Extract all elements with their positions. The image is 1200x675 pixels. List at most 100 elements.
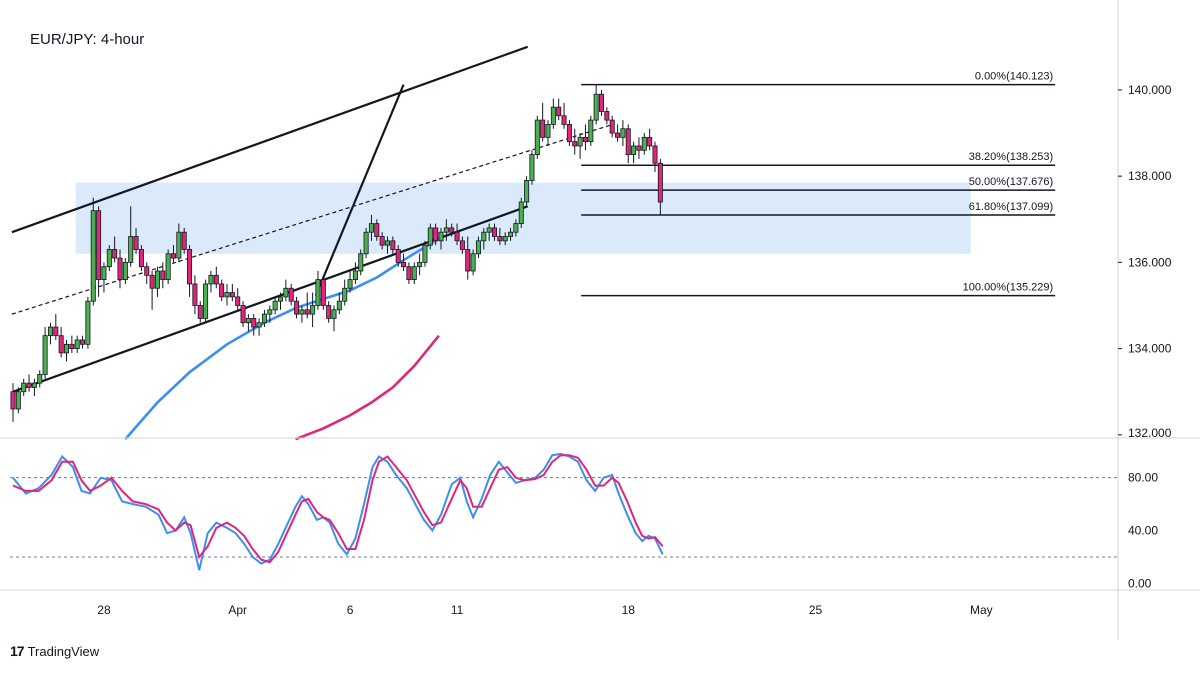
candle-body: [588, 119, 594, 143]
candle-body: [481, 231, 487, 242]
candle-body: [513, 223, 519, 233]
candle-body: [74, 339, 80, 350]
candle-body: [529, 154, 535, 181]
tradingview-branding[interactable]: 17 TradingView: [10, 643, 99, 659]
candle-body: [599, 93, 605, 112]
candle-body: [449, 227, 455, 233]
candle-body: [85, 300, 91, 345]
fib-label-0: 0.00%(140.123): [975, 71, 1053, 83]
candle-body: [96, 210, 102, 281]
time-tick-label: 25: [809, 603, 823, 617]
fib-label-1: 38.20%(138.253): [969, 151, 1053, 163]
candle-body: [203, 283, 209, 319]
candle-body: [561, 115, 567, 125]
time-tick-label: May: [970, 603, 993, 617]
candle-body: [572, 141, 578, 147]
candle-body: [422, 244, 428, 263]
candle-body: [160, 270, 166, 281]
candle-body: [384, 240, 390, 246]
candle-body: [37, 374, 43, 384]
candle-body: [90, 210, 96, 302]
candle-body: [294, 300, 300, 315]
candle-body: [390, 240, 396, 250]
candle-body: [10, 391, 16, 410]
candle-body: [417, 261, 423, 268]
candle-body: [438, 231, 444, 242]
candle-body: [101, 266, 107, 281]
candle-body: [283, 287, 289, 298]
candle-body: [208, 274, 214, 285]
fib-label-3: 61.80%(137.099): [969, 201, 1053, 213]
candle-body: [240, 305, 246, 324]
candle-body: [657, 162, 663, 203]
candle-body: [277, 296, 283, 302]
oscillator-tick-label: 40.00: [1128, 524, 1158, 538]
candle-body: [122, 261, 128, 281]
candle-body: [615, 132, 621, 138]
stochastic-layer: [10, 452, 1118, 571]
candle-body: [304, 309, 310, 315]
candle-body: [395, 249, 401, 263]
candle-body: [128, 236, 134, 263]
candle-body: [256, 322, 262, 328]
candle-body: [534, 119, 540, 155]
candle-body: [497, 236, 503, 242]
candle-body: [112, 249, 118, 259]
candle-body: [21, 382, 27, 393]
candle-body: [406, 266, 412, 281]
candle-body: [69, 343, 75, 350]
candle-body: [652, 145, 658, 164]
candle-body: [433, 227, 439, 242]
candle-body: [427, 227, 433, 246]
candle-body: [620, 128, 626, 138]
candle-body: [550, 106, 556, 125]
candle-body: [53, 326, 59, 337]
brand-name: TradingView: [27, 643, 100, 659]
candle-body: [540, 119, 546, 138]
fib-label-4: 100.00%(135.229): [963, 282, 1054, 294]
candle-body: [144, 266, 150, 276]
candle-body: [631, 145, 637, 155]
channel-middle-line: [11, 123, 613, 315]
price-tick-label: 140.000: [1128, 83, 1172, 97]
channel-layer: [11, 45, 613, 393]
candle-body: [224, 292, 230, 298]
candles-layer: [10, 84, 663, 422]
candle-body: [117, 257, 123, 281]
candle-body: [320, 279, 326, 306]
candle-body: [454, 231, 460, 242]
candle-body: [556, 106, 562, 117]
candle-body: [15, 391, 21, 410]
candle-body: [310, 305, 316, 315]
candle-body: [363, 231, 369, 255]
candle-body: [42, 335, 48, 375]
swing-line: [314, 84, 405, 297]
fibonacci-layer: 0.00%(140.123) 38.20%(138.253) 50.00%(137.…: [581, 71, 1056, 297]
candle-body: [245, 318, 251, 324]
candle-body: [475, 240, 481, 255]
eurjpy-chart[interactable]: 0.00%(140.123) 38.20%(138.253) 50.00%(137.…: [0, 0, 1200, 640]
candle-body: [491, 227, 497, 237]
candle-body: [465, 249, 471, 272]
candle-body: [176, 231, 182, 259]
candle-body: [165, 253, 171, 281]
candle-body: [64, 343, 70, 354]
candle-body: [288, 287, 294, 302]
price-tick-label: 134.000: [1128, 342, 1172, 356]
candle-body: [524, 180, 530, 203]
candle-body: [192, 283, 198, 306]
candle-body: [593, 93, 599, 121]
candle-body: [368, 223, 374, 233]
candle-body: [299, 309, 305, 315]
candle-body: [47, 326, 53, 337]
candle-body: [197, 305, 203, 319]
candle-body: [187, 249, 193, 285]
time-tick-label: 28: [97, 603, 111, 617]
candle-body: [352, 270, 358, 281]
stochastic-d-line: [12, 454, 664, 564]
candle-body: [577, 136, 583, 147]
candle-body: [401, 261, 407, 268]
candle-body: [604, 111, 610, 121]
time-tick-label: 11: [451, 603, 464, 617]
candle-body: [219, 283, 225, 298]
